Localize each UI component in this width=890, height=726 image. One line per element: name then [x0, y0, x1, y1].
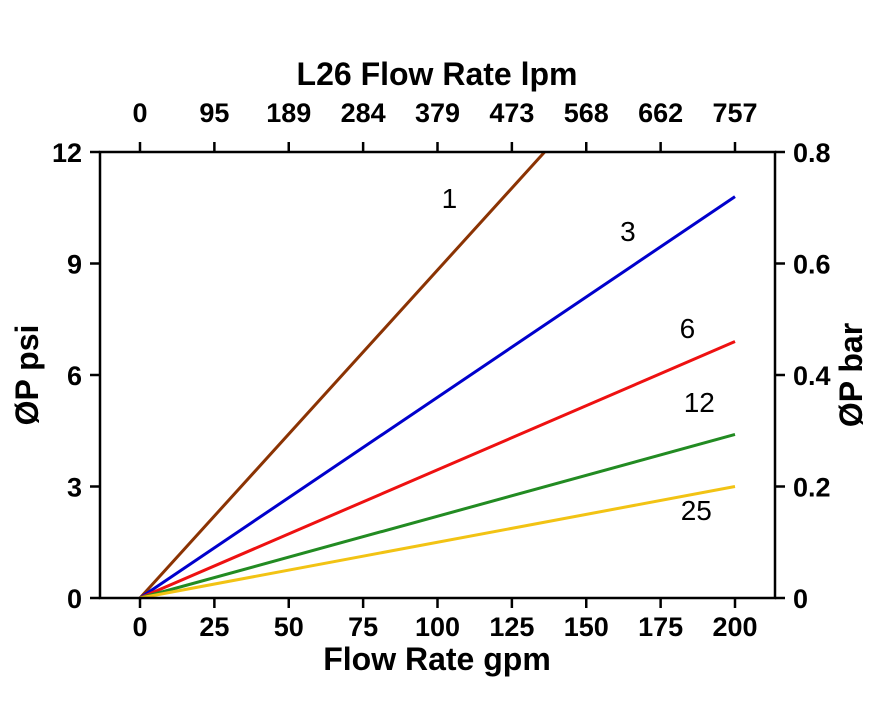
- top-tick-label: 379: [415, 98, 460, 128]
- right-tick-label: 0.2: [793, 473, 831, 503]
- left-tick-label: 0: [67, 584, 82, 614]
- series-line-1: [138, 150, 546, 600]
- right-tick-label: 0.4: [793, 361, 831, 391]
- bottom-tick-label: 125: [489, 612, 534, 642]
- series-label-3: 3: [620, 216, 636, 247]
- bottom-tick-label: 75: [348, 612, 378, 642]
- bottom-tick-label: 150: [564, 612, 609, 642]
- top-tick-label: 95: [199, 98, 229, 128]
- series-line-25: [139, 485, 736, 600]
- series-label-6: 6: [680, 313, 696, 344]
- series-line-6: [139, 340, 736, 600]
- bottom-tick-label: 50: [274, 612, 304, 642]
- right-tick-label: 0.8: [793, 138, 831, 168]
- top-tick-label: 473: [489, 98, 534, 128]
- right-tick-label: 0.6: [793, 250, 831, 280]
- series-line-3: [139, 195, 736, 600]
- series-label-25: 25: [681, 495, 712, 526]
- bottom-tick-label: 100: [415, 612, 460, 642]
- series-label-12: 12: [684, 387, 715, 418]
- top-axis-title: L26 Flow Rate lpm: [297, 56, 578, 92]
- series-label-1: 1: [442, 183, 458, 214]
- left-tick-label: 9: [67, 250, 82, 280]
- left-tick-label: 3: [67, 473, 82, 503]
- bottom-tick-label: 175: [638, 612, 683, 642]
- left-tick-label: 6: [67, 361, 82, 391]
- top-tick-label: 284: [341, 98, 386, 128]
- right-axis-title: ØP bar: [833, 323, 869, 427]
- bottom-axis-title: Flow Rate gpm: [323, 641, 551, 677]
- top-tick-label: 189: [266, 98, 311, 128]
- top-tick-label: 0: [132, 98, 147, 128]
- bottom-tick-label: 25: [199, 612, 229, 642]
- right-tick-label: 0: [793, 584, 808, 614]
- series-line-12: [139, 433, 736, 600]
- left-tick-label: 12: [52, 138, 82, 168]
- top-tick-label: 568: [564, 98, 609, 128]
- top-tick-label: 757: [712, 98, 757, 128]
- left-axis-title: ØP psi: [9, 325, 45, 426]
- bottom-tick-label: 200: [712, 612, 757, 642]
- top-tick-label: 662: [638, 98, 683, 128]
- bottom-tick-label: 0: [132, 612, 147, 642]
